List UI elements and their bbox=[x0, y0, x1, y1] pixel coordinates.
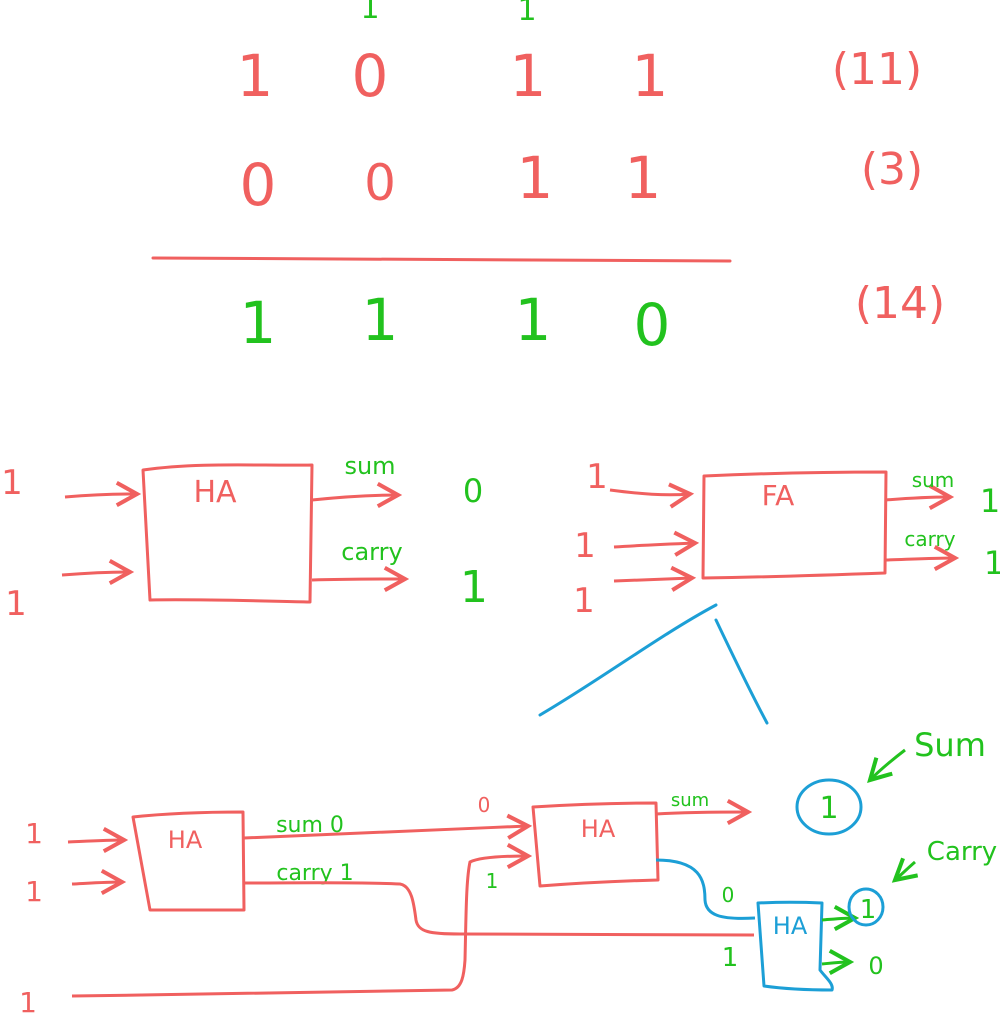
addend1-decimal-label: (11) bbox=[832, 44, 922, 95]
full-adder-box bbox=[701, 470, 888, 580]
full-adder-input-a: 1 bbox=[586, 457, 608, 497]
full-adder-input-cin-wire bbox=[613, 565, 697, 592]
ha1-input-a: 1 bbox=[25, 817, 43, 850]
expansion-line-right bbox=[714, 618, 769, 725]
ha3-carry-wire bbox=[821, 904, 860, 932]
addend2-digit: 0 bbox=[240, 151, 277, 219]
full-adder-title: FA bbox=[762, 479, 795, 512]
full-adder-input-b: 1 bbox=[574, 526, 596, 566]
full-adder-carry-value: 1 bbox=[984, 544, 1000, 582]
half-adder-sum-wire bbox=[311, 481, 403, 509]
ha1-sum-to-ha2-wire bbox=[243, 813, 533, 840]
ha1-title: HA bbox=[168, 826, 203, 854]
half-adder-carry-value: 1 bbox=[460, 562, 488, 613]
carry-annotation: Carry bbox=[927, 837, 997, 867]
half-adder-sum-value: 0 bbox=[463, 472, 483, 510]
half-adder-diagram: HA 1 1 sum carry 0 1 bbox=[1, 452, 488, 624]
ha1-input-b-wire bbox=[71, 868, 127, 896]
ha3-input-top-value: 0 bbox=[722, 883, 735, 907]
ha3-output-bottom-value: 0 bbox=[868, 952, 883, 980]
full-adder-input-cin: 1 bbox=[573, 581, 595, 621]
addend2-digit: 1 bbox=[625, 144, 662, 212]
ha2-title: HA bbox=[581, 815, 616, 843]
half-adder-input-a-wire bbox=[64, 480, 142, 508]
ha2-box bbox=[531, 801, 660, 888]
half-adder-input-b-wire bbox=[61, 558, 135, 586]
ha3-title: HA bbox=[773, 912, 808, 940]
ha2-input-bottom-value: 1 bbox=[486, 869, 499, 893]
result-digit: 0 bbox=[634, 291, 671, 359]
result-decimal-label: (14) bbox=[855, 278, 945, 329]
binary-addition: 1 1 1 0 1 1 (11) 0 0 1 1 (3) 1 1 1 0 (14… bbox=[151, 0, 945, 359]
full-adder-sum-label: sum bbox=[912, 468, 955, 492]
result-digit: 1 bbox=[515, 286, 552, 354]
full-adder-carry-wire bbox=[885, 544, 960, 572]
result-digit: 1 bbox=[362, 286, 399, 354]
ha3-input-bottom-value: 1 bbox=[722, 943, 739, 973]
sum-rule-line bbox=[151, 256, 732, 263]
half-adder-carry-wire bbox=[311, 565, 410, 593]
half-adder-carry-label: carry bbox=[341, 538, 402, 566]
half-adder-sum-label: sum bbox=[344, 452, 395, 480]
carry-digit: 1 bbox=[360, 0, 379, 26]
addend1-digit: 1 bbox=[510, 42, 547, 110]
ha1-carry-to-ha3-wire bbox=[243, 881, 755, 937]
cin-to-ha2-wire bbox=[71, 842, 533, 998]
result-digit: 1 bbox=[240, 289, 277, 357]
addend2-digit: 0 bbox=[364, 154, 396, 212]
ha2-carry-to-ha3-wire bbox=[655, 858, 756, 920]
sum-annotation-arrow bbox=[867, 748, 906, 783]
ha2-input-top-value: 0 bbox=[478, 793, 491, 817]
full-adder-diagram: FA 1 1 1 sum carry 1 1 bbox=[573, 457, 1000, 621]
ha3-sum-wire bbox=[821, 948, 855, 976]
full-adder-sum-wire bbox=[885, 483, 955, 511]
ha1-input-a-wire bbox=[67, 826, 129, 854]
ha2-sum-wire bbox=[655, 798, 753, 826]
sum-annotation: Sum bbox=[914, 726, 986, 764]
carry-digit: 1 bbox=[517, 0, 536, 28]
half-adder-input-a: 1 bbox=[1, 463, 23, 503]
addend1-digit: 0 bbox=[352, 42, 389, 110]
addend2-digit: 1 bbox=[517, 144, 554, 212]
half-adder-input-b: 1 bbox=[5, 584, 27, 624]
carry-annotation-arrow bbox=[891, 857, 919, 883]
sum-result-value: 1 bbox=[819, 791, 838, 826]
ha1-box bbox=[131, 810, 246, 912]
full-adder-input-b-wire bbox=[613, 530, 700, 557]
sum-result-circle bbox=[795, 778, 863, 836]
full-adder-sum-value: 1 bbox=[980, 482, 1000, 520]
addend2-decimal-label: (3) bbox=[861, 144, 923, 195]
addend1-digit: 1 bbox=[237, 42, 274, 110]
full-adder-expansion: HA 1 1 sum 0 carry 1 0 1 1 HA sum 1 Sum … bbox=[19, 726, 997, 1014]
full-adder-carry-label: carry bbox=[904, 527, 955, 551]
ha2-sum-label: sum bbox=[671, 790, 709, 811]
carry-result-circle bbox=[847, 887, 885, 927]
ha3-box bbox=[756, 900, 834, 992]
expansion-line-left bbox=[538, 603, 718, 717]
half-adder-box bbox=[141, 463, 314, 604]
cin-input: 1 bbox=[19, 986, 37, 1014]
full-adder-input-a-wire bbox=[609, 482, 695, 509]
addend1-digit: 1 bbox=[632, 42, 669, 110]
ha1-input-b: 1 bbox=[25, 875, 43, 908]
half-adder-title: HA bbox=[193, 475, 237, 510]
carry-result-value: 1 bbox=[860, 895, 877, 925]
